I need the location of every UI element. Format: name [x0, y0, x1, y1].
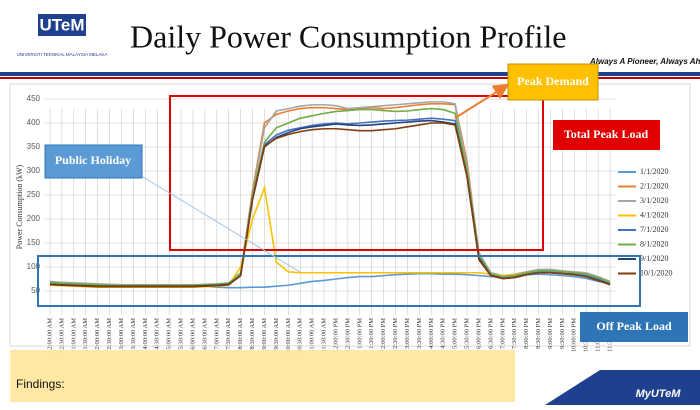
x-tick-label: 6:00:00 AM [189, 318, 196, 350]
x-tick-label: 2:30:00 AM [106, 318, 113, 350]
x-tick-label: 10:00:00 AM [285, 318, 292, 353]
legend-label: 7/1/2020 [640, 225, 668, 234]
logo-box [38, 14, 86, 36]
x-tick-label: 6:30:00 PM [487, 318, 494, 349]
x-tick-label: 6:30:00 AM [201, 318, 208, 350]
y-tick-label: 150 [27, 238, 41, 247]
overlay: Peak Demand Total Peak Load Public Holid… [10, 63, 700, 405]
x-tick-label: 3:30:00 AM [130, 318, 137, 350]
y-tick-label: 350 [27, 142, 41, 151]
x-tick-label: 2:00:00 PM [380, 318, 387, 349]
off-peak-load: Off Peak Load [596, 319, 672, 333]
x-tick-label: 9:00:00 AM [261, 318, 268, 350]
footer: MyUTeM [636, 388, 682, 400]
x-tick-label: 11:30:00 AM [321, 318, 328, 353]
off-peak-frame [37, 255, 641, 307]
y-axis-label: Power Consumption (kW) [15, 164, 24, 249]
legend-label: 8/1/2020 [640, 239, 668, 248]
y-tick-label: 50 [31, 286, 40, 295]
x-tick-label: 2:00:00 AM [94, 318, 101, 350]
chart: 50 100 150 200 250 300 350 400 450 Power Consumpt… [15, 94, 673, 353]
x-tick-label: 5:00:00 AM [166, 318, 173, 350]
y-tick-label: 400 [27, 118, 41, 127]
x-tick-label: 4:30:00 AM [154, 318, 161, 350]
x-tick-label: 5:00:00 PM [452, 318, 459, 349]
legend-label: 1/1/2020 [640, 167, 668, 176]
x-tick-label: 3:00:00 PM [404, 318, 411, 349]
off-peak-box [580, 312, 688, 342]
pointer [137, 173, 301, 273]
x-tick-label: 1:30:00 AM [82, 318, 89, 350]
legend-label: 3/1/2020 [640, 196, 668, 205]
x-tick-label: 8:30:00 PM [535, 318, 542, 349]
x-tick-label: 12:00:00 PM [332, 318, 339, 352]
x-tick-label: 11:00:00 AM [309, 318, 316, 353]
series-line [49, 122, 611, 288]
findings: Findings: [16, 377, 65, 391]
peak-demand-box [507, 63, 599, 101]
series-line [49, 107, 611, 287]
x-tick-label: 9:30:00 PM [559, 318, 566, 349]
y-tick-label: 250 [27, 190, 41, 199]
footer-shape [545, 370, 700, 405]
x-tick-label: 6:00:00 PM [475, 318, 482, 349]
y-tick-label: 200 [27, 214, 41, 223]
public-holiday: Public Holiday [55, 153, 131, 167]
arrow [454, 83, 510, 119]
x-tick-label: 7:00:00 AM [213, 318, 220, 350]
holiday-box [44, 144, 143, 179]
legend-label: 4/1/2020 [640, 210, 668, 219]
x-tick-label: 2:30:00 PM [392, 318, 399, 349]
legend-label: 2/1/2020 [640, 181, 668, 190]
x-tick-label: 4:00:00 PM [428, 318, 435, 349]
x-tick-label: 3:00:00 AM [118, 318, 125, 350]
x-tick-label: 12:30:00 PM [344, 318, 351, 352]
y-tick-label: 100 [27, 262, 41, 271]
x-tick-label: 8:30:00 AM [249, 318, 256, 350]
total-peak-load: Total Peak Load [564, 127, 649, 141]
x-tick-label: 10:30:00 AM [297, 318, 304, 353]
x-tick-label: 7:30:00 AM [225, 318, 232, 350]
x-tick-label: 12:30:00 AM [58, 318, 65, 353]
header-band [0, 77, 700, 79]
x-tick-label: 8:00:00 PM [523, 318, 530, 349]
peak-frame [169, 95, 544, 251]
y-tick-label: 450 [27, 94, 41, 103]
university: UNIVERSITI TEKNIKAL MALAYSIA MELAKA [17, 52, 108, 57]
x-tick-label: 1:00:00 PM [356, 318, 363, 349]
x-tick-label: 10:00:00 PM [571, 318, 578, 352]
title: Daily Power Consumption Profile [130, 18, 566, 54]
total-peak-box [553, 120, 660, 150]
legend-label: 9/1/2020 [640, 254, 668, 263]
findings-box [10, 350, 515, 402]
x-tick-label: 8:00:00 AM [237, 318, 244, 350]
x-tick-label: 7:00:00 PM [499, 318, 506, 349]
y-tick-label: 300 [27, 166, 41, 175]
x-tick-label: 3:30:00 PM [416, 318, 423, 349]
x-tick-label: 9:00:00 PM [547, 318, 554, 349]
x-tick-label: 1:30:00 PM [368, 318, 375, 349]
legend-label: 10/1/2020 [640, 268, 672, 277]
x-tick-label: 9:30:00 AM [273, 318, 280, 350]
x-tick-label: 4:00:00 AM [142, 318, 149, 350]
x-tick-label: 1:00:00 AM [70, 318, 77, 350]
slogan: Always A Pioneer, Always Ahead [589, 57, 700, 66]
x-tick-label: 12:00:00 AM [46, 318, 53, 353]
x-tick-label: 5:30:00 AM [178, 318, 185, 350]
x-tick-label: 7:30:00 PM [511, 318, 518, 349]
x-tick-label: 5:30:00 PM [464, 318, 471, 349]
x-tick-label: 4:30:00 PM [440, 318, 447, 349]
logo: UTeM [39, 15, 84, 34]
header-band [0, 72, 700, 76]
peak-demand: Peak Demand [517, 74, 589, 88]
